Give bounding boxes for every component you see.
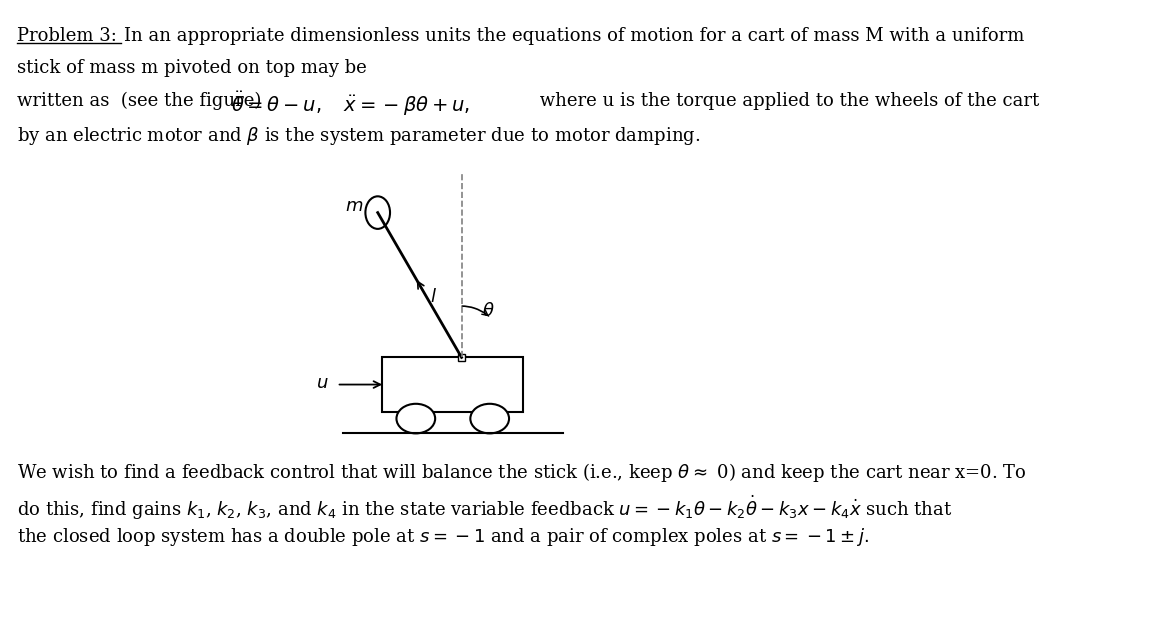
Text: $l$: $l$	[430, 288, 437, 306]
Bar	[383, 357, 523, 412]
Text: $m$: $m$	[345, 197, 363, 215]
Text: written as  (see the figure): written as (see the figure)	[17, 92, 268, 111]
Text: Problem 3:: Problem 3:	[17, 27, 117, 45]
Text: We wish to find a feedback control that will balance the stick (i.e., keep $\the: We wish to find a feedback control that …	[17, 461, 1027, 484]
Ellipse shape	[397, 404, 435, 433]
Text: the closed loop system has a double pole at $s = -1$ and a pair of complex poles: the closed loop system has a double pole…	[17, 526, 869, 548]
Ellipse shape	[366, 197, 390, 229]
Bar	[459, 354, 465, 361]
Text: In an appropriate dimensionless units the equations of motion for a cart of mass: In an appropriate dimensionless units th…	[124, 27, 1025, 45]
Text: where u is the torque applied to the wheels of the cart: where u is the torque applied to the whe…	[534, 92, 1038, 110]
Ellipse shape	[470, 404, 509, 433]
Text: $\ddot{\theta} = \theta - u,$   $\ddot{x} = -\beta\theta + u,$: $\ddot{\theta} = \theta - u,$ $\ddot{x} …	[231, 90, 470, 119]
Text: stick of mass m pivoted on top may be: stick of mass m pivoted on top may be	[17, 60, 367, 77]
Text: $u$: $u$	[316, 374, 329, 392]
Text: $\theta$: $\theta$	[482, 302, 494, 320]
Text: do this, find gains $k_1$, $k_2$, $k_3$, and $k_4$ in the state variable feedbac: do this, find gains $k_1$, $k_2$, $k_3$,…	[17, 494, 952, 522]
Text: by an electric motor and $\beta$ is the system parameter due to motor damping.: by an electric motor and $\beta$ is the …	[17, 124, 700, 146]
